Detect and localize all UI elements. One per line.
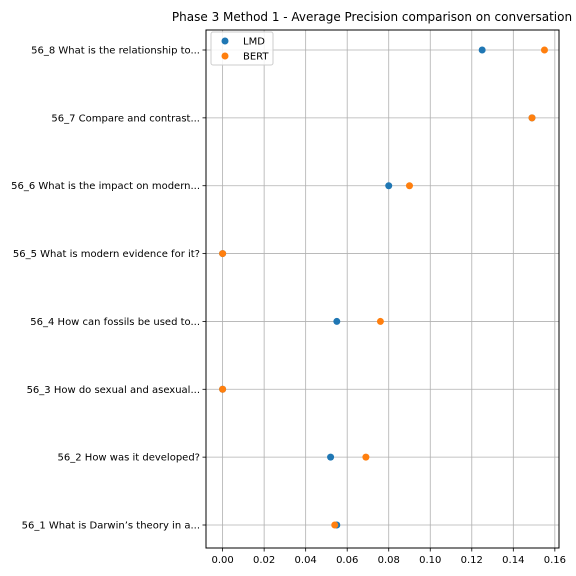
data-point-bert	[405, 182, 413, 190]
x-tick-label: 0.08	[378, 555, 400, 566]
legend: LMD BERT	[210, 31, 274, 66]
x-tick-label: 0.12	[461, 555, 483, 566]
data-point-lmd	[333, 317, 341, 325]
data-point-bert	[331, 521, 339, 529]
legend-marker-bert	[221, 52, 229, 60]
x-tick-label: 0.10	[419, 555, 441, 566]
data-point-bert	[540, 46, 548, 54]
data-point-bert	[362, 453, 370, 461]
y-tick-label: 56_7 Compare and contrast...	[51, 113, 200, 124]
y-tick-label: 56_6 What is the impact on modern...	[11, 181, 200, 192]
plot-frame	[205, 29, 560, 549]
data-point-bert	[219, 385, 227, 393]
y-tick-label: 56_4 How can fossils be used to...	[30, 317, 200, 328]
legend-marker-lmd	[221, 37, 229, 45]
axis-ticks: 0.00 0.02 0.04 0.06 0.08 0.10 0.12 0.14 0.16 56_1…	[11, 46, 566, 567]
x-tick-label: 0.16	[544, 555, 566, 566]
y-tick-label: 56_1 What is Darwin’s theory in a...	[22, 521, 200, 532]
x-tick-label: 0.04	[295, 555, 317, 566]
data-points	[219, 46, 548, 529]
data-point-lmd	[385, 182, 393, 190]
data-point-bert	[376, 317, 384, 325]
y-tick-label: 56_3 How do sexual and asexual...	[27, 385, 200, 396]
data-point-bert	[219, 250, 227, 258]
y-tick-label: 56_5 What is modern evidence for it?	[13, 249, 200, 260]
data-point-lmd	[478, 46, 486, 54]
y-tick-label: 56_8 What is the relationship to...	[31, 46, 200, 57]
x-tick-label: 0.00	[211, 555, 233, 566]
legend-label-lmd: LMD	[243, 37, 265, 48]
x-tick-label: 0.06	[336, 555, 358, 566]
legend-label-bert: BERT	[243, 52, 269, 63]
x-tick-label: 0.14	[502, 555, 524, 566]
grid-lines	[206, 30, 559, 548]
chart-title: Phase 3 Method 1 - Average Precision com…	[172, 10, 572, 24]
data-point-lmd	[327, 453, 335, 461]
x-tick-label: 0.02	[253, 555, 275, 566]
y-tick-label: 56_2 How was it developed?	[58, 453, 200, 464]
data-point-bert	[528, 114, 536, 122]
